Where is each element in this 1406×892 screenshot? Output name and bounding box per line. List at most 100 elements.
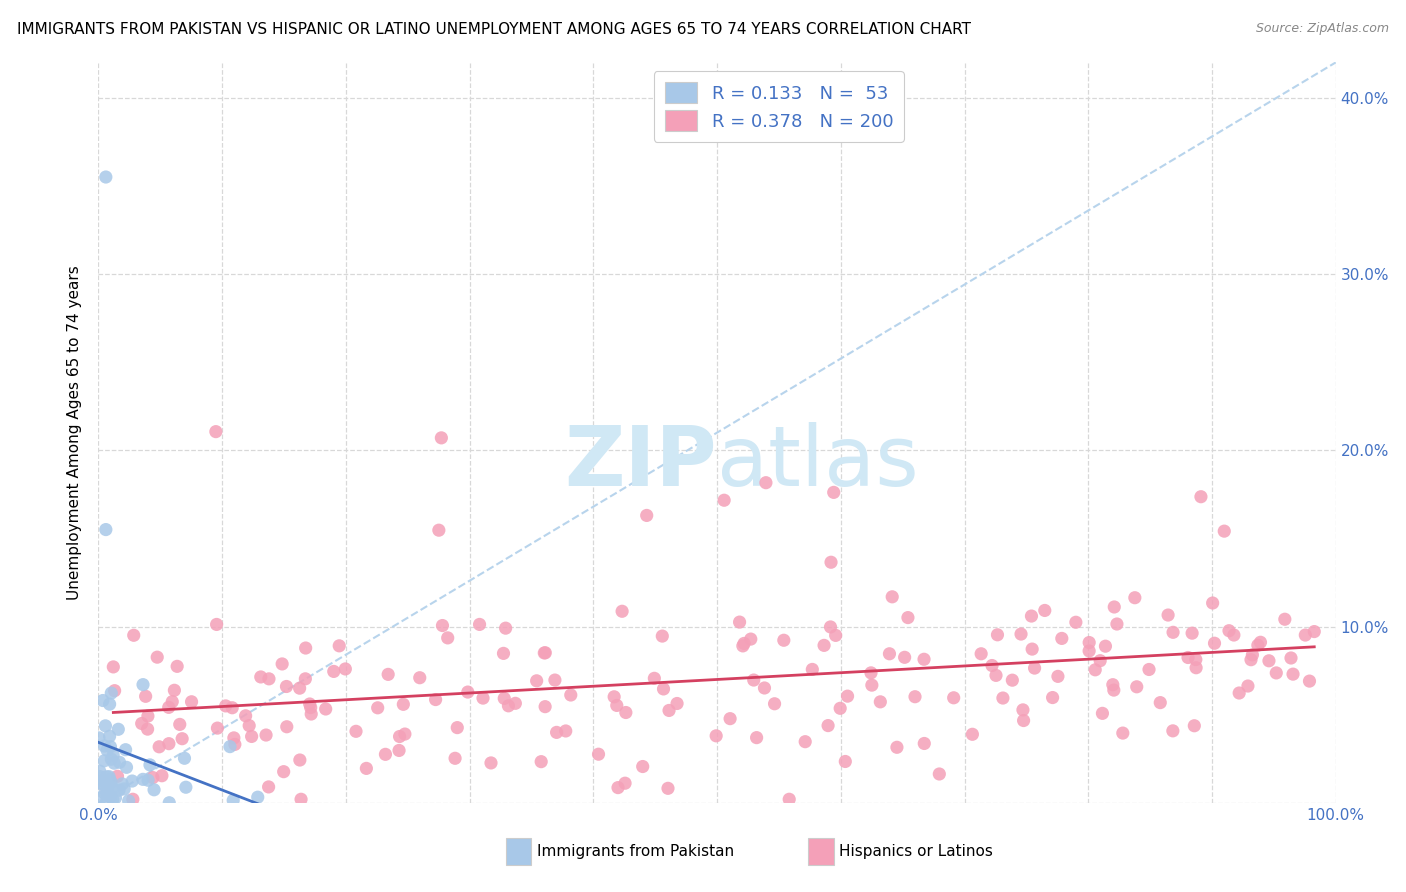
Point [820,620,842,634]
Point [636,508,658,523]
Point [801,662,824,676]
Point [1279,651,1302,665]
Point [1213,524,1236,538]
Point [377,667,399,681]
Point [1282,667,1305,681]
Point [273,764,295,779]
Point [1012,714,1035,728]
Point [150,769,173,783]
Point [257,780,280,794]
Point [157,737,180,751]
Point [837,689,859,703]
Point [91,693,114,707]
Point [1177,650,1199,665]
Point [631,759,654,773]
Point [222,793,245,807]
Point [89,776,111,790]
Point [666,697,689,711]
Point [704,729,727,743]
Point [1274,612,1296,626]
Point [494,691,516,706]
Point [112,781,135,796]
Point [98,697,121,711]
Point [103,756,125,771]
Point [143,782,166,797]
Point [98,789,121,804]
Point [93,754,115,768]
Point [136,773,159,788]
Text: atlas: atlas [717,422,918,503]
Point [658,703,681,717]
Point [607,780,630,795]
Point [740,632,762,646]
Point [904,690,927,704]
Point [96,782,118,797]
Point [98,772,121,787]
Point [101,747,124,762]
Point [830,701,852,715]
Point [146,650,169,665]
Point [755,475,778,490]
Point [772,633,794,648]
Point [100,775,122,789]
Point [1201,596,1223,610]
Point [1105,617,1128,632]
Point [169,717,191,731]
Point [1258,654,1281,668]
Point [139,758,162,772]
Point [249,670,271,684]
Point [991,691,1014,706]
Point [89,764,111,779]
Point [742,673,765,687]
Point [107,769,129,783]
Point [1064,615,1087,630]
Point [588,747,610,762]
Point [148,739,170,754]
Point [122,628,145,642]
Point [132,772,155,787]
Point [93,739,115,753]
Point [205,425,228,439]
Point [505,696,527,710]
Point [174,780,197,795]
Point [91,773,114,788]
Text: IMMIGRANTS FROM PAKISTAN VS HISPANIC OR LATINO UNEMPLOYMENT AMONG AGES 65 TO 74 : IMMIGRANTS FROM PAKISTAN VS HISPANIC OR … [17,22,972,37]
Point [897,610,920,624]
Point [754,681,776,695]
Point [912,652,935,666]
Point [1091,706,1114,721]
Point [1033,603,1056,617]
Point [1161,625,1184,640]
Point [745,731,768,745]
Point [526,673,548,688]
Point [468,617,491,632]
Point [824,628,846,642]
Point [1001,673,1024,688]
Point [91,777,114,791]
Point [643,671,665,685]
Point [425,692,447,706]
Point [90,790,112,805]
Point [157,796,180,810]
Point [1181,626,1204,640]
Point [335,662,357,676]
Point [93,786,115,800]
Point [1123,591,1146,605]
Point [728,615,751,629]
Point [288,753,311,767]
Point [928,767,950,781]
Point [1189,490,1212,504]
Point [409,671,432,685]
Point [560,688,582,702]
Point [89,770,111,784]
Point [222,731,245,745]
Point [103,660,125,674]
Point [1101,678,1123,692]
Point [1078,635,1101,649]
Point [554,723,576,738]
Point [498,698,520,713]
Point [207,721,229,735]
Text: Source: ZipAtlas.com: Source: ZipAtlas.com [1256,22,1389,36]
Point [1088,654,1111,668]
Point [136,722,159,736]
